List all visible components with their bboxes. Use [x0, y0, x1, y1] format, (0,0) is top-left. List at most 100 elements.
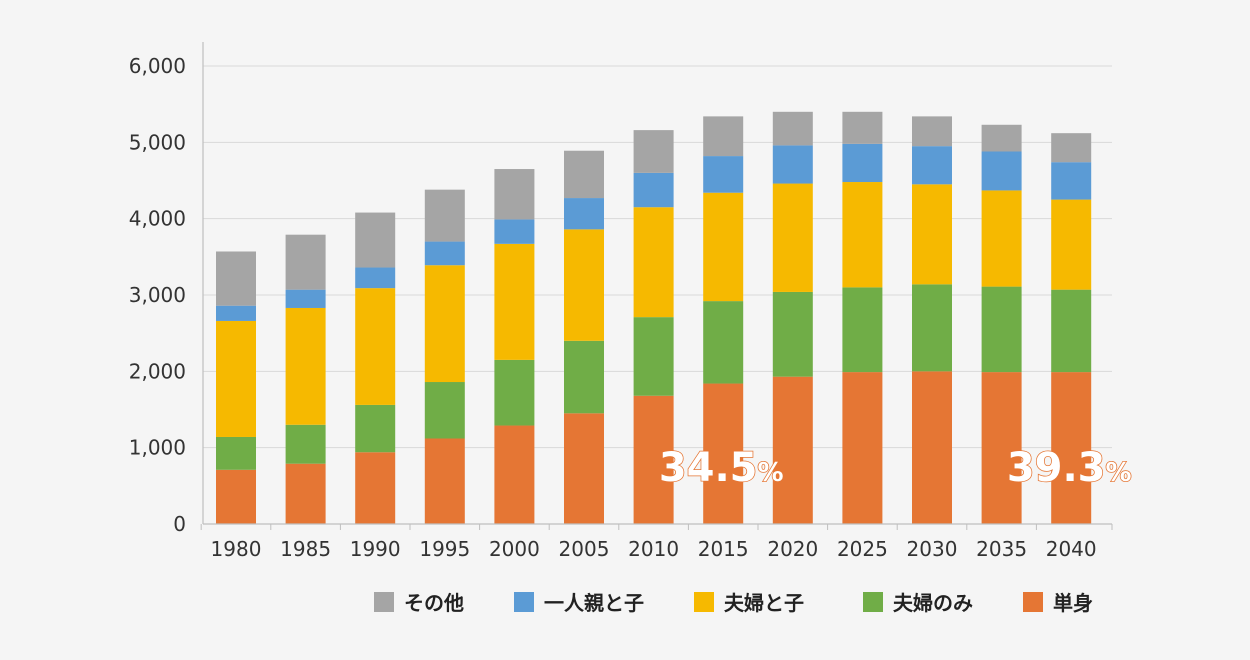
bar-segment	[703, 301, 744, 384]
bar-segment	[285, 289, 326, 308]
bar-segment	[981, 372, 1022, 524]
bar-segment	[424, 265, 465, 383]
bar-segment	[564, 229, 604, 341]
x-tick-label: 2020	[767, 537, 818, 561]
x-tick-label: 2015	[698, 537, 749, 561]
y-tick-label: 5,000	[129, 130, 186, 154]
bar-segment	[424, 382, 465, 439]
bar-segment	[842, 182, 883, 288]
legend-swatch	[1023, 592, 1043, 612]
bar-segment	[912, 146, 952, 185]
bar-segment	[912, 184, 952, 285]
bar-segment	[842, 111, 883, 144]
bar-segment	[564, 340, 604, 414]
bar-segment	[424, 241, 465, 266]
bar-segment	[285, 307, 326, 425]
bar-segment	[285, 424, 326, 464]
annotation-value: 34.5	[659, 445, 758, 491]
bar-segment	[1051, 162, 1092, 200]
bar-segment	[355, 404, 396, 453]
bar-segment	[564, 150, 604, 199]
legend-label: 夫婦と子	[724, 591, 804, 615]
x-tick-label: 2035	[976, 537, 1027, 561]
annotation-percent-sign: %	[758, 458, 784, 488]
bar-segment	[424, 438, 465, 524]
y-tick-label: 4,000	[129, 207, 186, 231]
x-tick-label: 2030	[907, 537, 958, 561]
x-tick-label: 2005	[559, 537, 610, 561]
bar-segment	[981, 190, 1022, 287]
bar-segment	[633, 130, 674, 173]
y-tick-label: 3,000	[129, 283, 186, 307]
bar-segment	[842, 143, 883, 183]
annotation-percent-sign: %	[1106, 458, 1132, 488]
bar-segment	[355, 212, 396, 268]
x-tick-label: 2040	[1046, 537, 1097, 561]
bar-segment	[494, 243, 535, 360]
bar-segment	[842, 287, 883, 373]
bar-segment	[981, 124, 1022, 152]
bar-segment	[703, 116, 744, 157]
y-tick-label: 1,000	[129, 436, 186, 460]
bar-segment	[912, 116, 952, 147]
bar-segment	[703, 156, 744, 193]
share-annotation: 34.5%	[659, 445, 784, 491]
bar-segment	[355, 267, 396, 289]
bar-segment	[981, 286, 1022, 373]
bar-segment	[772, 145, 813, 184]
bar-segment	[285, 234, 326, 290]
bar-segment	[285, 463, 326, 524]
legend: その他 一人親と子 夫婦と子 夫婦のみ 単身	[374, 591, 1093, 615]
bar-segment	[494, 219, 535, 244]
bar-segment	[216, 469, 256, 524]
legend-label: 単身	[1053, 591, 1093, 615]
x-tick-label: 2000	[489, 537, 540, 561]
bar-segment	[1051, 199, 1092, 290]
bar-segment	[564, 198, 604, 230]
bar-segment	[912, 371, 952, 524]
x-tick-label: 1990	[350, 537, 401, 561]
bar-segment	[842, 372, 883, 524]
bar-segment	[633, 207, 674, 318]
x-tick-label: 1985	[280, 537, 331, 561]
bar-segment	[564, 413, 604, 524]
bar-segment	[355, 452, 396, 524]
y-tick-label: 6,000	[129, 54, 186, 78]
bar-segment	[494, 425, 535, 524]
legend-swatch	[863, 592, 883, 612]
bar-segment	[772, 376, 813, 524]
bar-segment	[633, 172, 674, 208]
x-tick-label: 1980	[211, 537, 262, 561]
bar-segment	[494, 359, 535, 426]
y-axis-ticks: 0 1,000 2,000 3,000 4,000 5,000 6,000	[129, 54, 186, 536]
axes	[200, 42, 1113, 530]
bar-segment	[703, 192, 744, 302]
y-tick-label: 0	[173, 512, 186, 536]
bar-segment	[772, 111, 813, 146]
bar-segment	[633, 395, 674, 524]
bar-segment	[1051, 372, 1092, 524]
bar-segment	[216, 305, 256, 321]
legend-swatch	[514, 592, 534, 612]
x-axis-ticks: 1980 1985 1990 1995 2000 2005 2010 2015 2020 2025…	[211, 537, 1097, 561]
bar-segment	[216, 320, 256, 437]
legend-label: その他	[404, 591, 464, 615]
bar-segment	[494, 169, 535, 220]
legend-label: 一人親と子	[544, 591, 644, 615]
share-annotation: 39.3%	[1007, 445, 1132, 491]
annotation-value: 39.3	[1007, 445, 1106, 491]
bar-segment	[912, 284, 952, 372]
bar-segment	[633, 317, 674, 396]
y-tick-label: 2,000	[129, 359, 186, 383]
bar-segment	[355, 288, 396, 405]
x-tick-label: 1995	[419, 537, 470, 561]
x-tick-label: 2010	[628, 537, 679, 561]
legend-swatch	[374, 592, 394, 612]
bar-segment	[981, 151, 1022, 191]
bar-segment	[703, 383, 744, 524]
bar-segment	[216, 436, 256, 470]
bar-segment	[216, 251, 256, 306]
bar-segment	[1051, 289, 1092, 373]
